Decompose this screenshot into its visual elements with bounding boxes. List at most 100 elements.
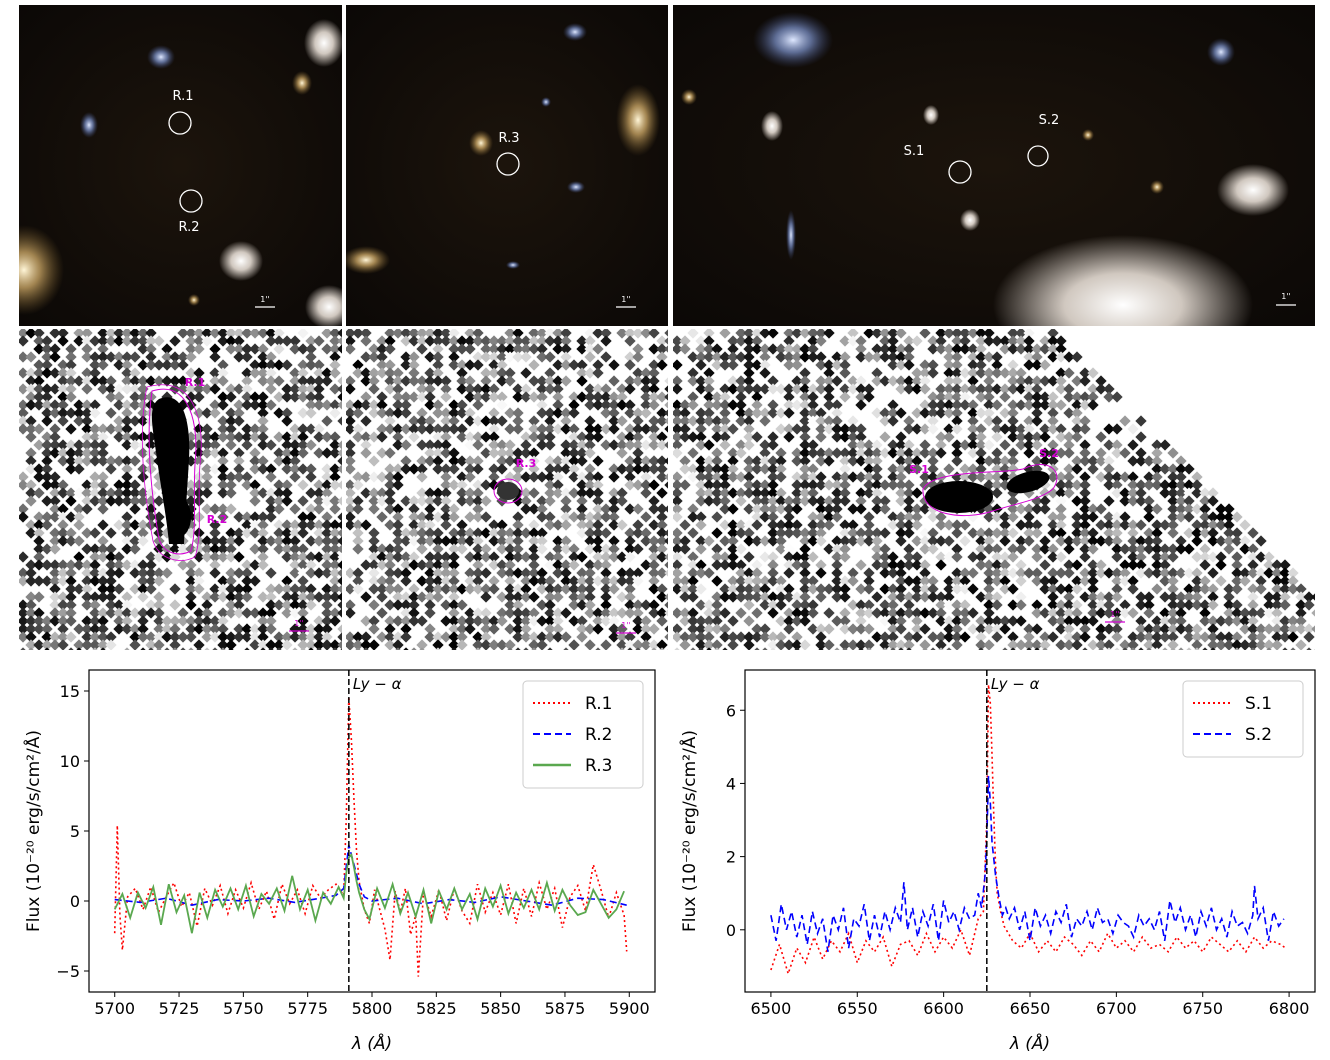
y-tick-label: 10	[60, 752, 80, 771]
image-panel-r3: R.3 1''	[346, 5, 668, 326]
galaxy	[346, 246, 390, 274]
nb-map-s12: S.1 S.2 1''	[673, 329, 1315, 650]
series-line-S.2	[770, 776, 1285, 952]
x-tick-label: 5900	[609, 999, 650, 1018]
series-line-R.1	[113, 696, 628, 977]
bcg-galaxy	[993, 235, 1253, 326]
nb-map-r12: R.1 R.2 1''	[19, 329, 342, 650]
galaxy	[960, 209, 980, 231]
label-s1: S.1	[909, 463, 929, 476]
contour	[493, 478, 523, 504]
x-tick-label: 6750	[1182, 999, 1223, 1018]
galaxy	[1207, 38, 1235, 66]
label-r2: R.2	[207, 513, 228, 526]
aperture-circle-r1	[168, 111, 192, 135]
galaxy	[616, 84, 660, 156]
galaxy	[923, 105, 939, 125]
x-tick-label: 5750	[223, 999, 264, 1018]
y-tick-label: 5	[70, 822, 80, 841]
galaxy	[563, 23, 587, 41]
noise-pixels	[673, 329, 1315, 650]
aperture-circle-s2	[1027, 145, 1049, 167]
galaxy	[1150, 180, 1164, 194]
spectrum-chart-s: 6500 6550 6600 6650 6700 6750 6800 0 2 4 6 Ly − α λ …	[678, 669, 1316, 1054]
y-tick-label: 2	[726, 848, 736, 867]
galaxy	[1082, 129, 1094, 141]
legend-label-S.1: S.1	[1245, 694, 1272, 714]
x-tick-label: 5800	[352, 999, 393, 1018]
x-tick-label: 6600	[923, 999, 964, 1018]
y-tick-label: 6	[726, 701, 736, 720]
y-axis-label: Flux (10⁻²⁰ erg/s/cm²/Å)	[22, 730, 44, 932]
galaxy	[506, 261, 520, 269]
label-s2: S.2	[1039, 447, 1059, 460]
y-tick-label: 0	[726, 921, 736, 940]
galaxy	[305, 285, 342, 326]
y-tick-label: −5	[56, 962, 80, 981]
y-tick-label: 4	[726, 774, 736, 793]
y-tick-label: 15	[60, 682, 80, 701]
x-tick-label: 6700	[1096, 999, 1137, 1018]
x-tick-label: 5875	[545, 999, 586, 1018]
x-tick-label: 5825	[416, 999, 457, 1018]
galaxy	[1217, 164, 1289, 216]
lya-label: Ly − α	[991, 675, 1040, 693]
x-axis-label: λ (Å)	[1009, 1032, 1050, 1054]
legend-box	[522, 680, 644, 789]
x-tick-label: 5725	[159, 999, 200, 1018]
galaxy	[292, 71, 312, 95]
galaxy	[188, 294, 200, 306]
legend-box	[1182, 680, 1304, 758]
label-r1: R.1	[185, 376, 206, 389]
galaxy	[304, 19, 342, 67]
label-r1: R.1	[173, 89, 194, 104]
emission-blob-s2	[1006, 470, 1050, 494]
x-tick-label: 6800	[1269, 999, 1310, 1018]
nb-panel-r3: R.3 1''	[346, 329, 668, 650]
x-tick-label: 5700	[94, 999, 135, 1018]
legend-label-R.3: R.3	[585, 756, 612, 776]
scale-label: 1''	[1281, 292, 1291, 301]
x-tick-label: 6500	[751, 999, 792, 1018]
galaxy	[567, 181, 585, 193]
image-panel-r12: R.1 R.2 1''	[19, 5, 342, 326]
legend-label-R.2: R.2	[585, 725, 612, 745]
emission-blob-s1	[925, 481, 993, 513]
x-axis-label: λ (Å)	[351, 1032, 392, 1054]
series-line-R.2	[114, 844, 627, 907]
x-tick-label: 5850	[480, 999, 521, 1018]
image-s12-svg: S.1 S.2 1''	[681, 12, 1296, 326]
scale-label: 1''	[294, 619, 304, 628]
plot-frame	[744, 669, 1316, 993]
image-r3-svg: R.3 1''	[346, 23, 660, 308]
galaxy	[541, 97, 551, 107]
x-tick-label: 6650	[1010, 999, 1051, 1018]
aperture-circle-r2	[179, 189, 203, 213]
nb-map-r3: R.3 1''	[346, 329, 668, 650]
scale-label: 1''	[260, 295, 270, 304]
galaxy	[80, 112, 98, 138]
plot-frame	[88, 669, 656, 993]
y-tick-label: 0	[70, 892, 80, 911]
contour	[148, 388, 197, 555]
galaxy	[219, 241, 263, 281]
lya-label: Ly − α	[353, 675, 402, 693]
x-tick-label: 5775	[287, 999, 328, 1018]
label-r2: R.2	[179, 220, 200, 235]
image-panel-s12: S.1 S.2 1''	[673, 5, 1315, 326]
legend-label-R.1: R.1	[585, 694, 612, 714]
galaxy	[753, 12, 833, 68]
aperture-circle-r3	[496, 152, 520, 176]
galaxy	[147, 45, 175, 69]
scale-label: 1''	[621, 621, 631, 630]
emission-blob-r3	[497, 482, 519, 500]
label-r3: R.3	[499, 131, 520, 146]
scale-label: 1''	[1110, 610, 1120, 619]
nb-panel-s12: S.1 S.2 1''	[673, 329, 1315, 650]
emission-blob-r2	[167, 497, 191, 537]
galaxy	[469, 130, 493, 156]
label-r3: R.3	[516, 457, 537, 470]
x-tick-label: 6550	[837, 999, 878, 1018]
galaxy	[761, 111, 783, 141]
y-axis-label: Flux (10⁻²⁰ erg/s/cm²/Å)	[678, 730, 700, 932]
